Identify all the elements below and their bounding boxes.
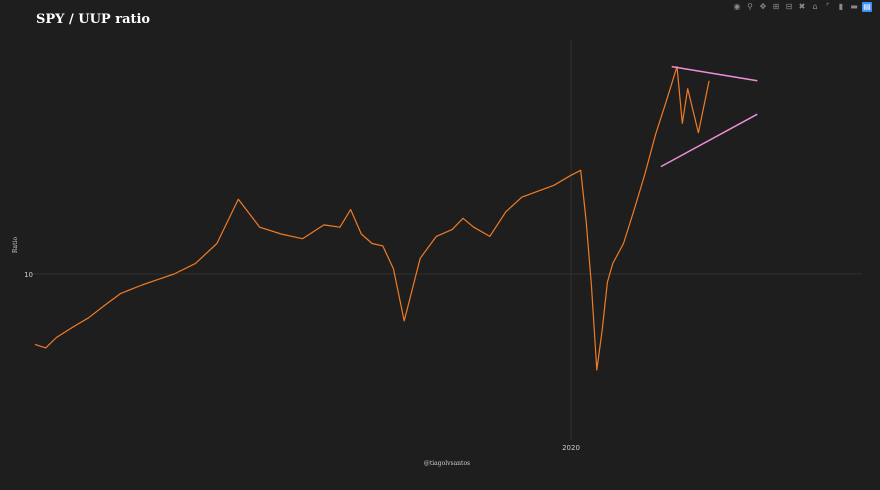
- autoscale-icon[interactable]: ✖: [798, 2, 806, 11]
- plotly-logo-icon[interactable]: ▤: [862, 2, 872, 12]
- series-layer: [34, 65, 758, 371]
- home-icon[interactable]: ⌂: [812, 2, 818, 11]
- spike-lines-icon[interactable]: ⌜: [826, 2, 830, 11]
- upper-trendline: [671, 65, 758, 82]
- hover-compare-icon[interactable]: ▬: [850, 2, 858, 11]
- y-axis-label: Ratio: [12, 237, 19, 254]
- zoom-in-icon[interactable]: ⊞: [772, 2, 780, 11]
- x-axis-label: @tiagolvsantos: [424, 460, 470, 467]
- hover-closest-icon[interactable]: ▮: [838, 2, 844, 11]
- zoom-icon[interactable]: ⚲: [747, 2, 753, 11]
- pan-icon[interactable]: ✥: [759, 2, 767, 11]
- zoom-out-icon[interactable]: ⊟: [785, 2, 793, 11]
- modebar: ◉ ⚲ ✥ ⊞ ⊟ ✖ ⌂ ⌜ ▮ ▬ ▤: [732, 2, 872, 12]
- grid: [30, 40, 862, 440]
- camera-icon[interactable]: ◉: [733, 2, 741, 11]
- chart-title: SPY / UUP ratio: [36, 12, 151, 27]
- y-tick-label: 10: [24, 271, 33, 279]
- x-tick-label: 2020: [562, 444, 580, 452]
- lower-trendline: [660, 113, 758, 168]
- ratio-line: [34, 65, 710, 371]
